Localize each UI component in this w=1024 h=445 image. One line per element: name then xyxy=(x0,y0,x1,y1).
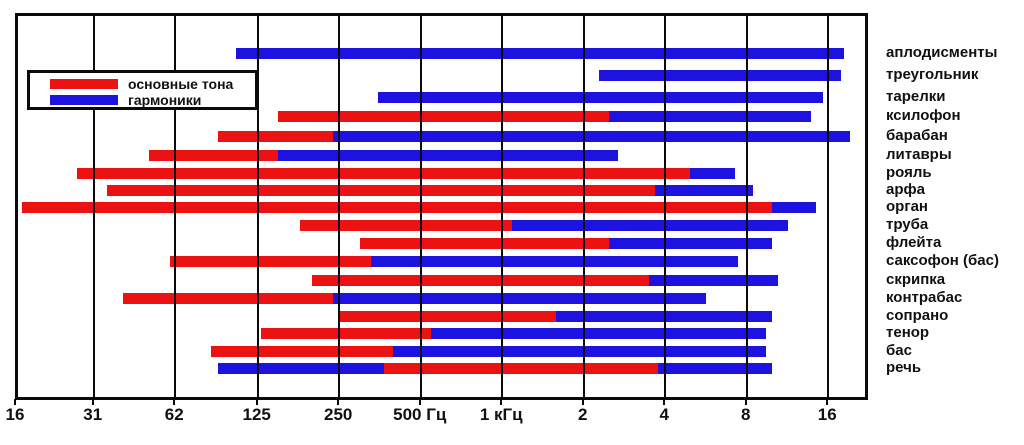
bar-segment-fundamentals xyxy=(170,255,371,267)
axis-tick xyxy=(91,399,94,405)
bar-segment-harmonics xyxy=(377,91,824,103)
gridline xyxy=(338,16,341,397)
bar-segment-harmonics xyxy=(690,167,735,179)
bar-segment-fundamentals xyxy=(211,345,394,357)
gridline xyxy=(827,16,830,397)
bar-segment-harmonics xyxy=(430,327,766,339)
legend-label-harmonics: гармоники xyxy=(128,92,202,108)
legend-item-fundamentals: основные тона xyxy=(50,76,255,92)
bar-segment-harmonics xyxy=(512,219,789,231)
axis-tick-label: 31 xyxy=(83,405,103,424)
legend-item-harmonics: гармоники xyxy=(50,92,255,108)
instrument-label: арфа xyxy=(886,181,925,198)
axis-tick-label: 2 xyxy=(577,405,588,424)
bar-segment-harmonics xyxy=(648,274,778,286)
instrument-label: орган xyxy=(886,198,928,215)
axis-tick xyxy=(418,399,421,405)
bar-segment-fundamentals xyxy=(148,149,279,161)
gridline xyxy=(501,16,504,397)
instrument-label: ксилофон xyxy=(886,107,961,124)
axis-tick xyxy=(826,399,829,405)
legend-box: основные тона гармоники xyxy=(27,70,258,110)
bar-segment-fundamentals xyxy=(76,167,691,179)
gridline xyxy=(745,16,748,397)
instrument-label: аплодисменты xyxy=(886,44,998,61)
instrument-label: флейта xyxy=(886,234,942,251)
bar-segment-harmonics xyxy=(608,110,812,122)
axis-tick-label: 1 кГц xyxy=(479,405,523,424)
axis-tick-label: 62 xyxy=(164,405,184,424)
instrument-label: треугольник xyxy=(886,66,979,83)
bar-segment-harmonics xyxy=(771,201,816,213)
bar-segment-harmonics xyxy=(333,292,706,304)
bar-segment-harmonics xyxy=(655,184,753,196)
axis-tick xyxy=(173,399,176,405)
gridline xyxy=(664,16,667,397)
instrument-label: речь xyxy=(886,359,922,376)
instrument-label: рояль xyxy=(886,164,932,181)
axis-tick xyxy=(337,399,340,405)
bar-segment-fundamentals xyxy=(359,237,609,249)
bar-segment-fundamentals xyxy=(261,327,431,339)
bar-segment-fundamentals xyxy=(22,201,772,213)
instrument-label: сопрано xyxy=(886,307,949,324)
instrument-label: тарелки xyxy=(886,88,946,105)
gridline xyxy=(174,16,177,397)
bar-segment-fundamentals xyxy=(107,184,656,196)
plot-area xyxy=(15,13,868,400)
bar-segment-harmonics xyxy=(393,345,766,357)
instrument-label: бас xyxy=(886,342,912,359)
legend-label-fundamentals: основные тона xyxy=(128,76,234,92)
fundamentals-swatch xyxy=(50,79,118,89)
bar-segment-harmonics xyxy=(278,149,618,161)
bar-segment-fundamentals xyxy=(122,292,334,304)
harmonics-swatch xyxy=(50,95,118,105)
gridline xyxy=(582,16,585,397)
axis-tick-label: 8 xyxy=(740,405,751,424)
axis-tick xyxy=(663,399,666,405)
axis-tick-label: 125 xyxy=(242,405,271,424)
bar-segment-harmonics xyxy=(658,362,772,374)
bar-segment-harmonics xyxy=(599,69,842,81)
bar-segment-fundamentals xyxy=(311,274,649,286)
instrument-label: тенор xyxy=(886,324,930,341)
bar-segment-harmonics xyxy=(333,130,851,142)
instrument-label: литавры xyxy=(886,146,952,163)
bar-segment-harmonics xyxy=(236,47,845,59)
bar-segment-fundamentals xyxy=(338,310,557,322)
axis-tick-label: 4 xyxy=(659,405,669,424)
bar-segment-harmonics xyxy=(218,362,385,374)
axis-tick xyxy=(581,399,584,405)
axis-tick xyxy=(744,399,747,405)
axis-tick xyxy=(500,399,503,405)
gridline xyxy=(256,16,259,397)
bar-segment-harmonics xyxy=(370,255,739,267)
instrument-label: барабан xyxy=(886,127,948,144)
instrument-label: саксофон (бас) xyxy=(886,252,999,269)
bar-segment-fundamentals xyxy=(218,130,334,142)
axis-tick-label: 16 xyxy=(5,405,25,424)
axis-tick-label: 500 Гц xyxy=(393,405,447,424)
instrument-label: скрипка xyxy=(886,271,946,288)
axis-tick-label: 250 xyxy=(324,405,353,424)
gridline xyxy=(92,16,95,397)
axis-tick-label: 16 xyxy=(817,405,837,424)
gridline xyxy=(419,16,422,397)
axis-tick xyxy=(255,399,258,405)
bar-segment-fundamentals xyxy=(278,110,609,122)
bar-segment-harmonics xyxy=(608,237,772,249)
axis-tick xyxy=(14,399,16,405)
instrument-label: контрабас xyxy=(886,289,963,306)
bar-segment-fundamentals xyxy=(384,362,659,374)
instrument-label: труба xyxy=(886,216,929,233)
bar-segment-fundamentals xyxy=(299,219,513,231)
